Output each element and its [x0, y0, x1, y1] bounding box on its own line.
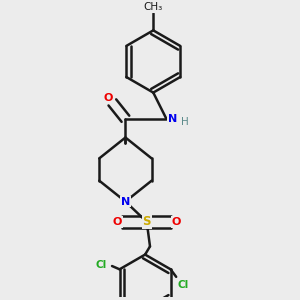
Text: N: N [168, 114, 177, 124]
Text: Cl: Cl [96, 260, 107, 270]
Text: CH₃: CH₃ [144, 2, 163, 13]
Text: O: O [112, 217, 122, 227]
Text: S: S [142, 215, 151, 228]
Text: O: O [104, 94, 113, 103]
Text: O: O [172, 217, 181, 227]
Text: H: H [181, 117, 188, 127]
Text: N: N [121, 196, 130, 206]
Text: Cl: Cl [177, 280, 188, 290]
